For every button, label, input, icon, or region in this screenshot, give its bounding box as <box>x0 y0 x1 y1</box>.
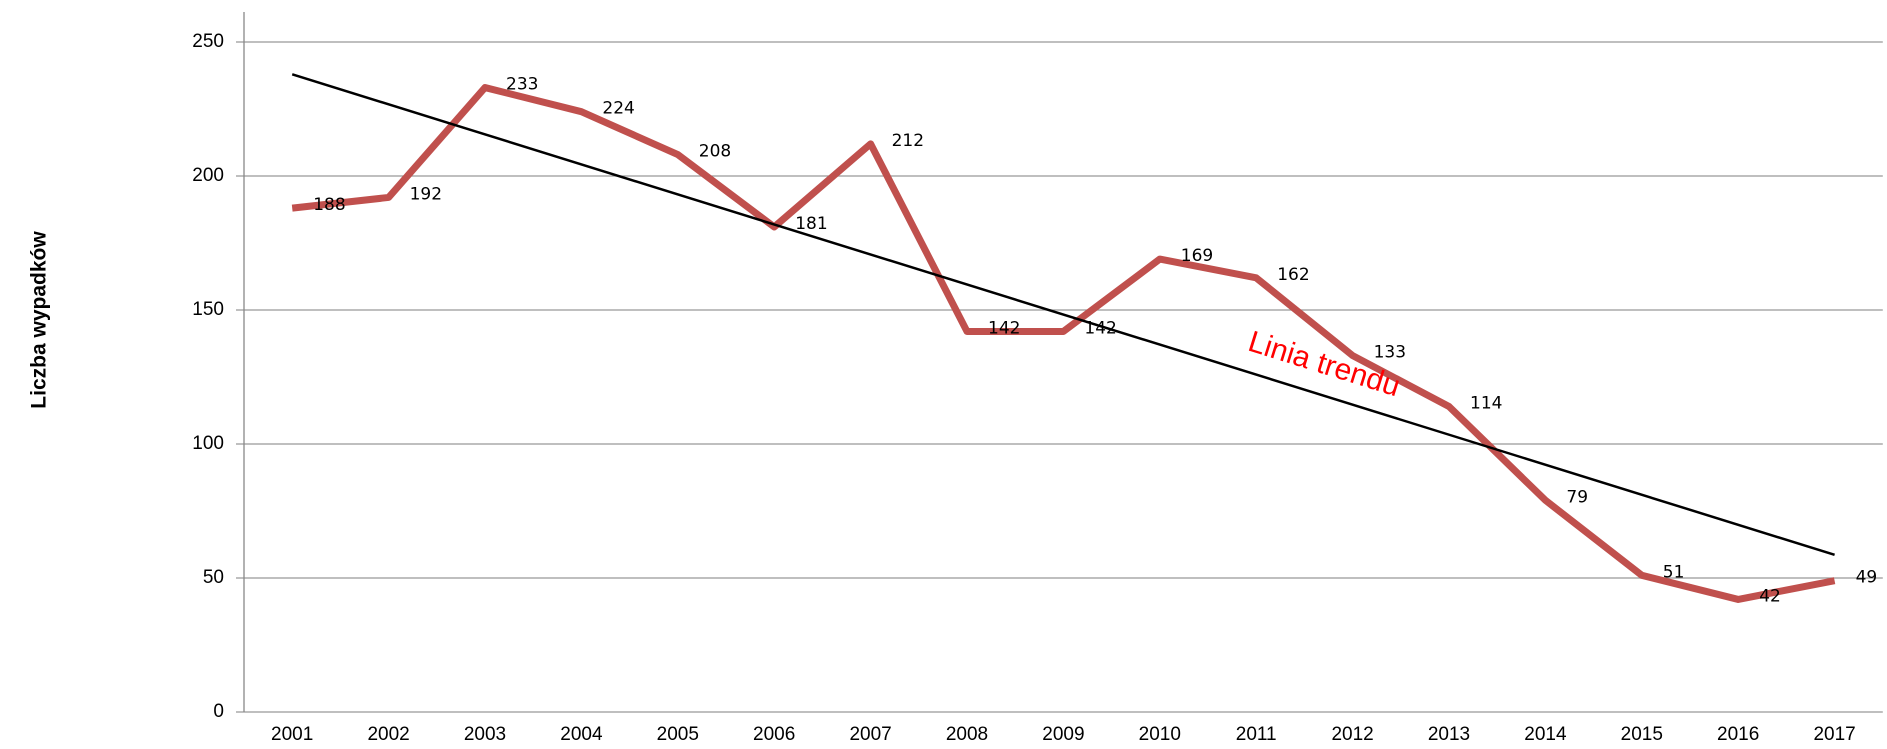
y-tick-label: 250 <box>192 31 224 52</box>
data-label: 233 <box>506 75 538 95</box>
y-tick-label: 0 <box>213 701 224 722</box>
trend-line <box>291 73 1835 557</box>
y-tick-label: 200 <box>192 165 224 186</box>
x-tick-label: 2008 <box>946 724 988 745</box>
data-label: 114 <box>1470 393 1502 413</box>
y-tick-label: 50 <box>203 567 224 588</box>
x-tick-label: 2014 <box>1524 724 1567 745</box>
x-tick-label: 2016 <box>1717 724 1759 745</box>
data-label: 142 <box>988 318 1020 338</box>
x-tick-label: 2003 <box>464 724 506 745</box>
x-tick-label: 2007 <box>849 724 891 745</box>
data-label: 224 <box>602 99 634 119</box>
x-tick-label: 2009 <box>1042 724 1084 745</box>
x-tick-label: 2010 <box>1139 724 1181 745</box>
data-label: 51 <box>1663 562 1685 582</box>
y-tick-label: 100 <box>192 433 224 454</box>
x-tick-label: 2012 <box>1331 724 1373 745</box>
data-label: 181 <box>795 214 827 234</box>
data-label: 42 <box>1759 586 1781 606</box>
x-tick-label: 2015 <box>1621 724 1663 745</box>
y-tick-label: 150 <box>192 299 224 320</box>
data-label: 188 <box>313 195 345 215</box>
y-axis-title: Liczba wypadków <box>28 231 51 409</box>
x-tick-label: 2001 <box>271 724 313 745</box>
x-tick-label: 2004 <box>560 724 603 745</box>
x-tick-label: 2017 <box>1813 724 1855 745</box>
x-tick-label: 2011 <box>1236 724 1277 745</box>
data-label: 212 <box>892 131 924 151</box>
x-tick-label: 2005 <box>657 724 699 745</box>
data-label: 192 <box>410 184 442 204</box>
data-label: 79 <box>1566 487 1588 507</box>
data-label: 162 <box>1277 265 1309 285</box>
data-label: 208 <box>699 142 731 162</box>
x-tick-label: 2002 <box>367 724 409 745</box>
data-label: 49 <box>1856 568 1878 588</box>
data-label: 133 <box>1374 343 1406 363</box>
data-line <box>291 84 1836 603</box>
x-tick-label: 2013 <box>1428 724 1470 745</box>
x-tick-label: 2006 <box>753 724 795 745</box>
data-label: 169 <box>1181 246 1213 266</box>
